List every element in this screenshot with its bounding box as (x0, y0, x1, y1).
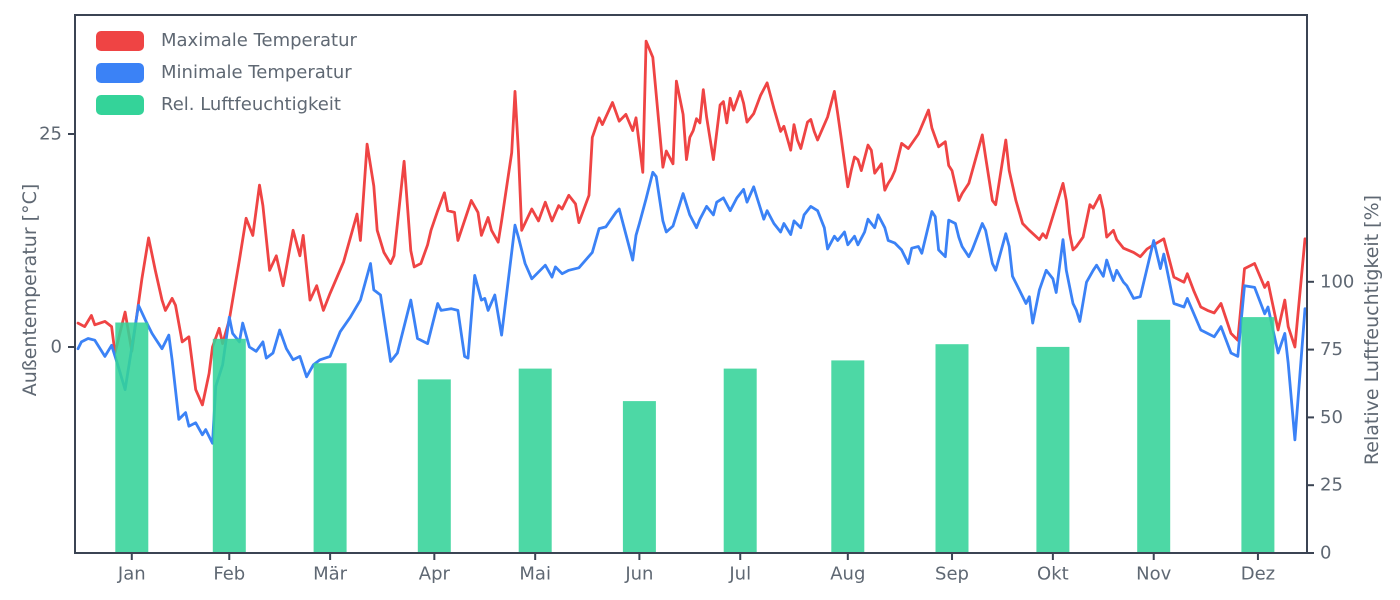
humidity-bar-Jul (723, 368, 757, 553)
humidity-bars (115, 317, 1275, 553)
humidity-bar-Sep (935, 344, 969, 553)
left-axis-label: Außentemperatur [°C] (19, 183, 41, 397)
max-temp-line (76, 39, 1306, 407)
max-temp-swatch-icon (96, 30, 144, 51)
x-tick-label-Apr: Apr (419, 564, 451, 585)
right-axis-label: Relative Luftfeuchtigkeit [%] (1361, 194, 1383, 466)
humidity-bar-Jun (622, 401, 656, 553)
legend-label-min-temp: Minimale Temperatur (161, 62, 352, 83)
humidity-bar-Nov (1137, 319, 1171, 553)
right-tick-label-0: 0 (1320, 543, 1331, 564)
min-temp-swatch-icon (96, 62, 144, 83)
right-tick-label-100: 100 (1320, 271, 1354, 292)
right-tick-label-50: 50 (1320, 407, 1343, 428)
x-tick-label-Feb: Feb (213, 564, 245, 585)
legend-item-min-temp: Minimale Temperatur (96, 62, 357, 83)
x-tick-label-Dez: Dez (1241, 564, 1275, 585)
legend: Maximale Temperatur Minimale Temperatur … (96, 30, 357, 126)
humidity-bar-Mai (518, 368, 552, 553)
x-tick-label-Nov: Nov (1136, 564, 1171, 585)
temperature-lines (76, 39, 1306, 445)
right-tick-label-75: 75 (1320, 339, 1343, 360)
humidity-swatch-icon (96, 94, 144, 115)
tick-marks (68, 133, 1314, 560)
x-tick-label-Jul: Jul (728, 564, 751, 585)
left-tick-label-0: 0 (51, 337, 62, 358)
right-tick-label-25: 25 (1320, 475, 1343, 496)
humidity-bar-Feb (212, 338, 246, 553)
legend-item-humidity: Rel. Luftfeuchtigkeit (96, 94, 357, 115)
x-tick-label-Okt: Okt (1037, 564, 1069, 585)
humidity-bar-Jan (115, 322, 149, 553)
legend-item-max-temp: Maximale Temperatur (96, 30, 357, 51)
legend-label-humidity: Rel. Luftfeuchtigkeit (161, 94, 341, 115)
legend-label-max-temp: Maximale Temperatur (161, 30, 357, 51)
x-tick-label-Sep: Sep (935, 564, 969, 585)
x-tick-label-Mai: Mai (519, 564, 551, 585)
humidity-bar-Apr (417, 379, 451, 553)
min-temp-line (76, 170, 1306, 445)
x-tick-label-Aug: Aug (830, 564, 865, 585)
tick-labels: 0 25 0 25 50 75 100 Jan Feb Mär Apr Mai Jun Jul Aug Sep… (39, 124, 1354, 585)
plot-border (74, 14, 1308, 554)
left-tick-label-25: 25 (39, 124, 62, 145)
humidity-bar-Okt (1036, 346, 1070, 553)
x-tick-label-Jun: Jun (624, 564, 653, 585)
humidity-bar-Mär (313, 363, 347, 553)
x-tick-label-Jan: Jan (117, 564, 146, 585)
x-tick-label-Mär: Mär (313, 564, 348, 585)
humidity-bar-Dez (1241, 317, 1275, 553)
humidity-bar-Aug (831, 360, 865, 553)
